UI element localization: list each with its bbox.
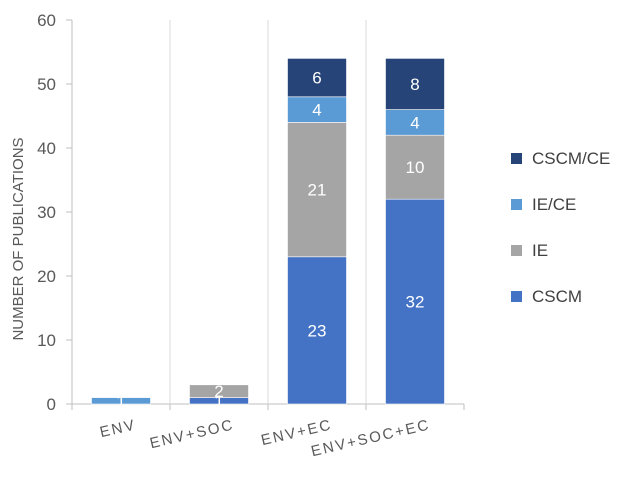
y-tick-label-10: 10	[37, 331, 56, 350]
legend-swatch-ie	[511, 245, 522, 256]
bar-env-ec-cscm	[287, 256, 347, 405]
y-tick-label-20: 20	[37, 267, 56, 286]
data-label-env-ec-ie: 21	[308, 181, 327, 200]
y-tick-label-0: 0	[47, 395, 56, 414]
legend-label-cscm: CSCM	[532, 287, 582, 306]
bar-env-soc-ie	[189, 384, 249, 398]
data-label-env-ec-cscm-ce: 6	[312, 69, 321, 88]
bar-env-ec-ie-ce	[287, 96, 347, 123]
data-label-env-soc-ec-ie-ce: 4	[410, 113, 419, 132]
data-label-env-ec-cscm: 23	[308, 321, 327, 340]
bar-env-ie-ce	[91, 397, 151, 405]
y-tick-label-40: 40	[37, 139, 56, 158]
legend-label-ie: IE	[532, 241, 548, 260]
legend-swatch-cscm-ce	[511, 153, 522, 164]
y-tick-label-30: 30	[37, 203, 56, 222]
bar-env-soc-ec-cscm-ce	[385, 58, 445, 110]
data-label-env-soc-ec-ie: 10	[406, 158, 425, 177]
legend-label-cscm-ce: CSCM/CE	[532, 149, 610, 168]
data-label-env-ie-ce: 1	[116, 392, 125, 411]
x-tick-label-env: ENV	[98, 416, 138, 441]
legend-swatch-cscm	[511, 291, 522, 302]
legend: CSCM/CE IE/CE IE CSCM	[511, 149, 610, 306]
bar-env-ec-cscm-ce	[287, 58, 347, 98]
legend-label-ie-ce: IE/CE	[532, 195, 576, 214]
data-label-env-soc-ec-cscm: 32	[406, 293, 425, 312]
bar-env-soc-ec-ie-ce	[385, 109, 445, 136]
legend-swatch-ie-ce	[511, 199, 522, 210]
y-axis-title: NUMBER OF PUBLICATIONS	[10, 137, 27, 340]
y-tick-label-50: 50	[37, 75, 56, 94]
bars	[91, 58, 445, 405]
data-label-env-soc-cscm: 1	[214, 392, 223, 411]
x-tick-label-env-soc: ENV+SOC	[148, 416, 236, 452]
data-label-env-soc-ie: 2	[214, 382, 223, 401]
bar-env-soc-ec-cscm	[385, 198, 445, 405]
bar-env-ec-ie	[287, 122, 347, 258]
y-tick-label-60: 60	[37, 11, 56, 30]
data-label-env-soc-ec-cscm-ce: 8	[410, 75, 419, 94]
data-label-env-ec-ie-ce: 4	[312, 101, 321, 120]
